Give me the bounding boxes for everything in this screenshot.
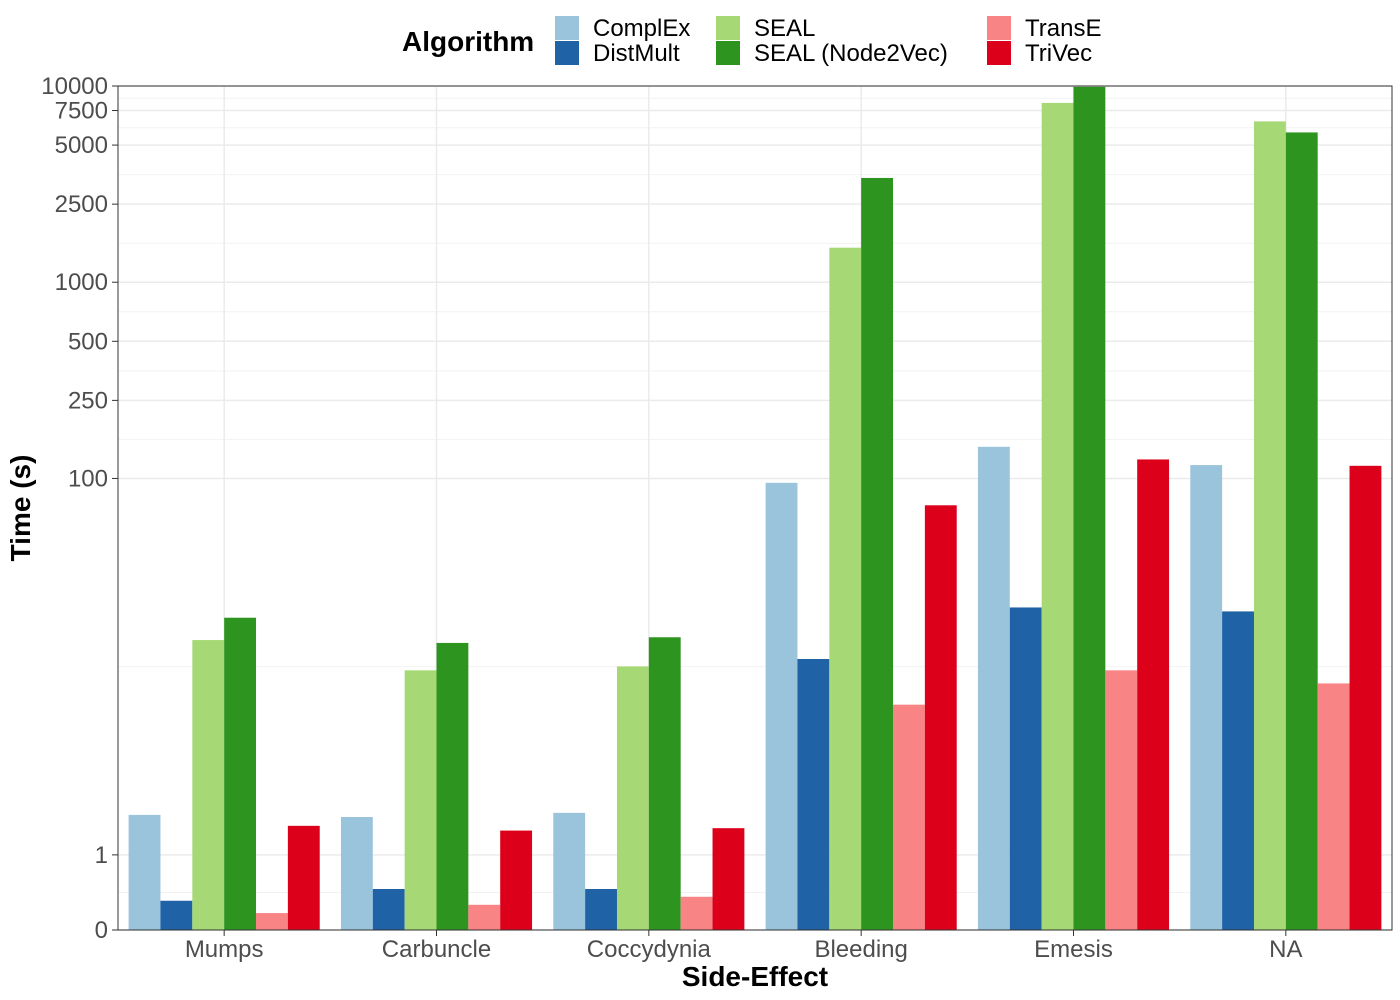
legend-key xyxy=(987,41,1011,65)
bar-trivec xyxy=(500,830,533,930)
y-tick-label: 1000 xyxy=(55,269,108,296)
x-tick-label: Mumps xyxy=(185,936,264,963)
y-tick-label: 5000 xyxy=(55,132,108,159)
bar-seal xyxy=(1041,102,1074,931)
bar-complex xyxy=(977,446,1010,930)
x-tick-label: Coccydynia xyxy=(587,936,712,963)
bar-distmult xyxy=(1222,611,1254,930)
y-tick-label: 1 xyxy=(95,842,108,869)
y-tick-label: 10000 xyxy=(41,73,108,100)
panel-border xyxy=(117,85,1393,931)
bar-complex xyxy=(765,482,798,930)
legend-label: TriVec xyxy=(1025,40,1092,67)
legend-label: SEAL xyxy=(754,15,815,42)
legend-label: DistMult xyxy=(593,40,680,67)
bar-complex xyxy=(553,812,586,930)
bar-distmult xyxy=(372,888,405,930)
bar-transe xyxy=(1105,670,1138,930)
x-axis-title: Side-Effect xyxy=(682,961,828,992)
legend-key xyxy=(555,16,579,40)
legend-label: TransE xyxy=(1025,15,1101,42)
bar-distmult xyxy=(160,900,193,930)
y-tick-label: 100 xyxy=(68,465,108,492)
bar-distmult xyxy=(797,659,830,930)
bar-transe xyxy=(680,896,713,930)
bar-complex xyxy=(340,817,373,930)
bar-seal xyxy=(192,640,225,930)
bar-trivec xyxy=(1349,465,1382,930)
bars xyxy=(128,86,1382,931)
x-tick-label: Bleeding xyxy=(814,936,907,963)
bar-seal xyxy=(829,247,862,930)
bar-seal-node2vec- xyxy=(648,637,681,930)
bar-trivec xyxy=(1137,459,1170,930)
x-tick-label: Emesis xyxy=(1034,936,1113,963)
y-axis-title: Time (s) xyxy=(5,455,36,562)
bar-seal-node2vec- xyxy=(436,642,469,930)
legend-title: Algorithm xyxy=(402,26,534,57)
y-tick-label: 250 xyxy=(68,387,108,414)
bar-trivec xyxy=(287,825,320,930)
bar-seal xyxy=(1253,121,1286,931)
bar-trivec xyxy=(924,505,957,930)
bar-seal-node2vec- xyxy=(1073,86,1106,931)
bar-seal xyxy=(616,666,649,930)
panel-background xyxy=(118,86,1392,930)
bar-distmult xyxy=(1009,607,1042,930)
legend-key xyxy=(716,16,740,40)
x-axis: Mumps Carbuncle Coccydynia Bleeding Emesis NA xyxy=(185,930,1303,963)
bar-seal-node2vec- xyxy=(861,177,894,931)
bar-transe xyxy=(256,913,288,930)
bar-transe xyxy=(1317,683,1350,930)
x-tick-label: NA xyxy=(1269,936,1302,963)
bar-complex xyxy=(1190,465,1223,930)
y-tick-label: 2500 xyxy=(55,191,108,218)
legend-key xyxy=(987,16,1011,40)
legend-key xyxy=(716,41,740,65)
bar-trivec xyxy=(712,828,745,930)
bar-complex xyxy=(128,814,161,930)
legend-label: SEAL (Node2Vec) xyxy=(754,40,948,67)
y-tick-label: 500 xyxy=(68,328,108,355)
bar-seal-node2vec- xyxy=(1285,132,1318,930)
x-tick-label: Carbuncle xyxy=(382,936,491,963)
legend-label: ComplEx xyxy=(593,15,690,42)
bar-transe xyxy=(468,904,501,930)
bar-transe xyxy=(893,704,925,930)
y-tick-label: 7500 xyxy=(55,98,108,125)
bar-seal-node2vec- xyxy=(224,617,257,930)
legend-key xyxy=(555,41,579,65)
y-tick-label: 0 xyxy=(95,917,108,944)
bar-distmult xyxy=(585,888,617,930)
bar-seal xyxy=(404,670,437,930)
